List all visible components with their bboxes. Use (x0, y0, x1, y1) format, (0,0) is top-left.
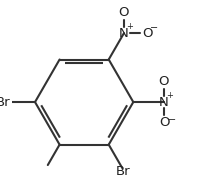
Text: N: N (159, 96, 169, 108)
Text: −: − (150, 23, 158, 33)
Text: +: + (126, 22, 133, 31)
Text: +: + (166, 91, 173, 100)
Text: Br: Br (116, 165, 130, 178)
Text: O: O (160, 116, 170, 129)
Text: −: − (168, 115, 176, 125)
Text: N: N (119, 27, 129, 40)
Text: O: O (142, 27, 152, 40)
Text: O: O (119, 6, 129, 19)
Text: Br: Br (0, 96, 10, 108)
Text: O: O (158, 75, 169, 88)
